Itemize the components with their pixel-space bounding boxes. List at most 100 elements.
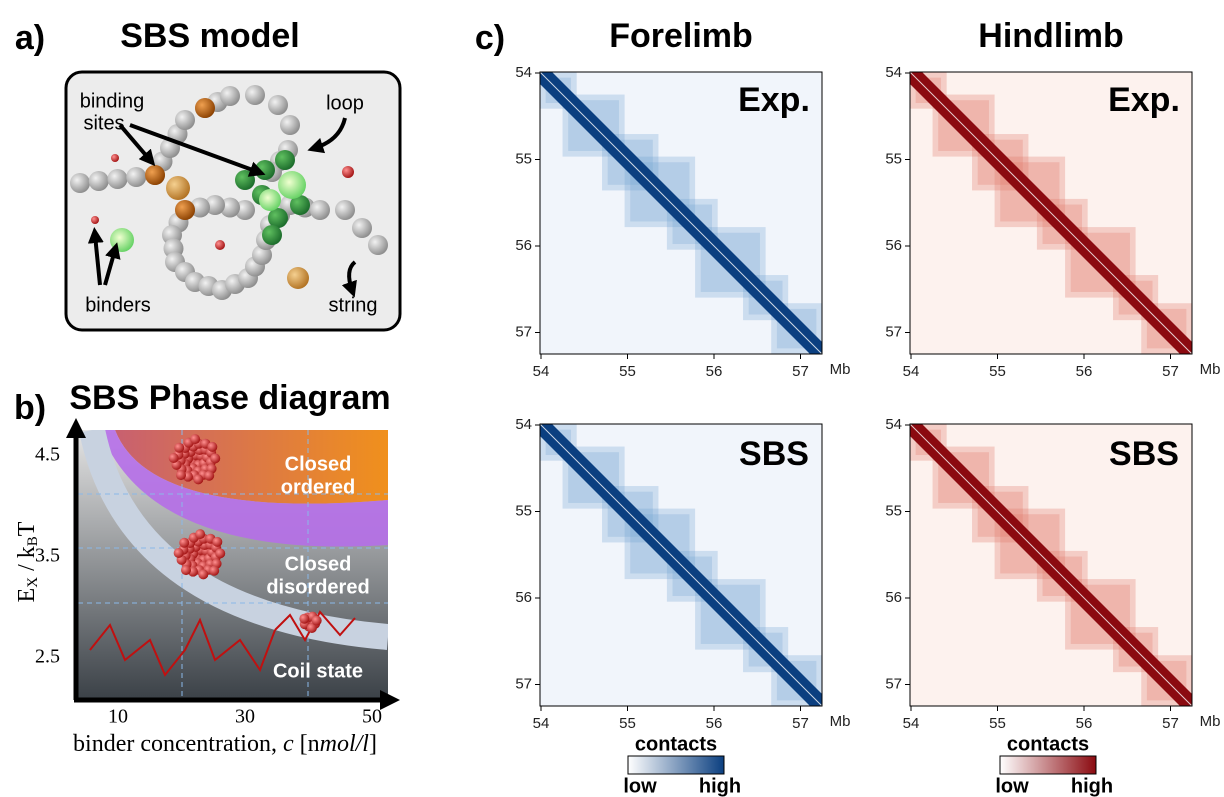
- label: 54: [885, 416, 902, 433]
- binder: [110, 228, 134, 252]
- bead: [268, 95, 288, 115]
- contact-map: [539, 423, 823, 707]
- label: Closed: [285, 453, 352, 475]
- globule-bead: [193, 474, 204, 485]
- label: 54: [515, 64, 532, 81]
- bead: [220, 197, 240, 218]
- y-axis-label-part: B: [25, 536, 41, 546]
- label: 55: [989, 715, 1006, 732]
- diagonal: [539, 71, 823, 355]
- label: 56: [706, 363, 723, 380]
- label: 55: [515, 502, 532, 519]
- globule-bead: [181, 565, 192, 576]
- label: SBS Phase diagram: [69, 379, 390, 417]
- label: low: [995, 775, 1029, 797]
- bead: [175, 110, 195, 130]
- label: sites: [83, 112, 124, 134]
- site-bead: [275, 150, 295, 170]
- label: 56: [706, 715, 723, 732]
- globule-bead: [176, 470, 187, 481]
- diagonal: [539, 423, 823, 707]
- label: string: [329, 294, 378, 316]
- label: 55: [885, 150, 902, 167]
- label: 57: [1162, 715, 1179, 732]
- bead: [252, 245, 272, 265]
- label: 30: [235, 706, 255, 728]
- globule-bead: [212, 536, 223, 547]
- site-bead: [290, 195, 310, 215]
- bead: [190, 197, 210, 218]
- label: Mb: [830, 361, 851, 378]
- label: 55: [885, 502, 902, 519]
- x-axis-label-part: mol/l: [320, 731, 370, 757]
- binder: [166, 176, 190, 200]
- label: 57: [515, 675, 532, 692]
- bead: [245, 85, 265, 105]
- binder: [91, 216, 99, 224]
- map-frame: [539, 423, 823, 707]
- y-axis-label-part: / k: [14, 546, 40, 577]
- binder: [278, 171, 306, 199]
- x-axis-label-part: ]: [369, 731, 377, 757]
- axes: [66, 418, 400, 710]
- label: 57: [885, 323, 902, 340]
- globule-bead: [168, 452, 179, 463]
- globule-bead: [306, 623, 317, 634]
- label: 56: [1076, 363, 1093, 380]
- colorbar: [627, 755, 725, 775]
- label: 56: [1076, 715, 1093, 732]
- globule-icons: [168, 434, 322, 634]
- contact-map: [909, 423, 1193, 707]
- label: contacts: [635, 733, 717, 755]
- site-bead: [175, 200, 195, 220]
- site-bead: [145, 165, 165, 185]
- label: 4.5: [35, 444, 60, 466]
- globule-bead: [173, 547, 184, 558]
- label: contacts: [1007, 733, 1089, 755]
- diagonal: [909, 71, 1193, 355]
- label: disordered: [266, 576, 369, 598]
- map-frame: [909, 71, 1193, 355]
- binder: [215, 240, 225, 250]
- colorbar: [999, 755, 1097, 775]
- bead: [368, 235, 388, 255]
- label: 2.5: [35, 646, 60, 668]
- diagonal: [909, 423, 1193, 707]
- label: 55: [619, 715, 636, 732]
- globule-bead: [190, 434, 201, 445]
- y-axis-label-part: T: [14, 521, 40, 536]
- bead: [88, 171, 109, 191]
- label: 54: [533, 715, 550, 732]
- label: 54: [885, 64, 902, 81]
- binder: [287, 267, 309, 289]
- label: 57: [885, 675, 902, 692]
- label: SBS: [1109, 435, 1179, 473]
- binder: [259, 189, 281, 211]
- label: Mb: [830, 713, 851, 730]
- globule-bead: [198, 569, 209, 580]
- x-axis-label-part: c: [283, 731, 294, 757]
- site-bead: [235, 170, 255, 190]
- label: 56: [515, 589, 532, 606]
- label: 55: [515, 150, 532, 167]
- label: c): [475, 19, 505, 57]
- bead: [126, 167, 147, 187]
- bead: [310, 200, 330, 220]
- x-axis-label-part: [n: [294, 731, 320, 757]
- label: 54: [533, 363, 550, 380]
- label: high: [1071, 775, 1113, 797]
- label: SBS model: [120, 17, 299, 55]
- binder: [342, 166, 354, 178]
- bead: [235, 200, 255, 220]
- globule-bead: [299, 613, 310, 624]
- label: 50: [362, 706, 382, 728]
- map-frame: [539, 71, 823, 355]
- bead: [107, 169, 128, 189]
- label: Exp.: [738, 81, 810, 119]
- bead: [205, 195, 225, 215]
- label: SBS: [739, 435, 809, 473]
- x-axis-label-part: binder concentration,: [73, 731, 283, 757]
- label: 55: [989, 363, 1006, 380]
- label: low: [623, 775, 657, 797]
